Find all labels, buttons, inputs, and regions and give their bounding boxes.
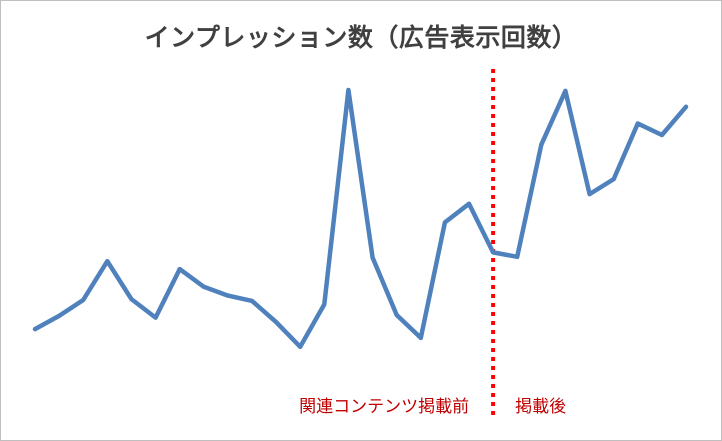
data-point — [684, 104, 688, 109]
data-point — [635, 121, 640, 126]
data-point — [394, 313, 399, 317]
data-point — [491, 250, 496, 255]
data-point — [274, 320, 279, 325]
data-point — [81, 298, 86, 302]
data-point — [322, 302, 327, 307]
data-point — [611, 177, 616, 182]
data-point — [57, 313, 62, 318]
data-point — [418, 335, 423, 340]
data-point — [370, 255, 375, 260]
data-point — [539, 142, 544, 147]
data-point — [225, 293, 230, 298]
data-point — [129, 297, 134, 302]
data-point — [442, 220, 447, 225]
data-point — [201, 284, 206, 289]
data-point — [298, 344, 303, 349]
annotation-after: 掲載後 — [515, 397, 566, 417]
data-point — [515, 254, 520, 259]
data-point — [467, 201, 471, 206]
data-point — [33, 327, 37, 332]
data-point — [177, 267, 182, 272]
data-point — [346, 88, 351, 92]
series-line-0 — [32, 87, 689, 350]
data-point — [250, 298, 254, 303]
annotation-before: 関連コンテンツ掲載前 — [299, 397, 469, 417]
data-point — [105, 259, 110, 264]
chart-title: インプレッション数（広告表示回数） — [144, 23, 578, 52]
data-point — [659, 133, 664, 137]
data-point — [563, 88, 568, 93]
data-point — [153, 315, 158, 320]
data-point — [587, 192, 592, 197]
